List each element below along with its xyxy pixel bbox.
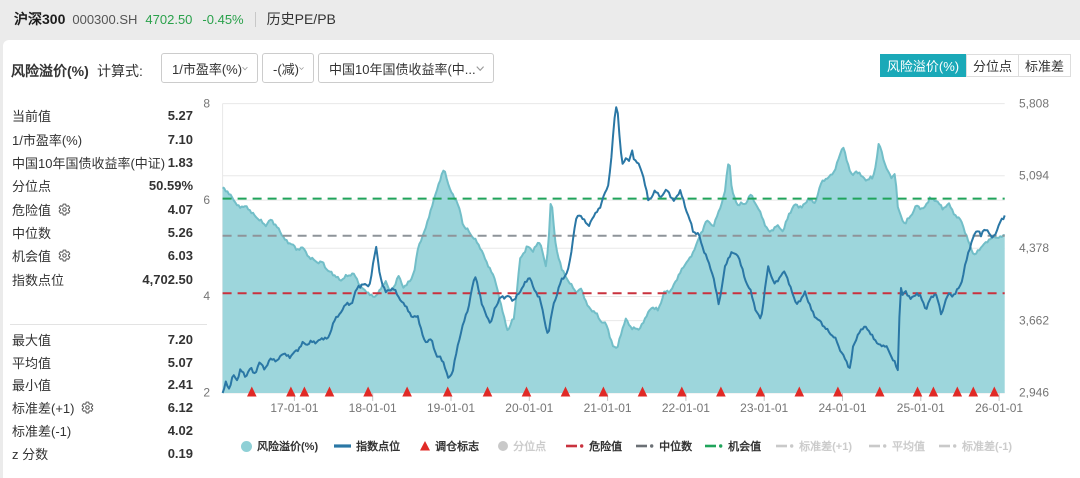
svg-text:18-01-01: 18-01-01 (349, 401, 397, 415)
svg-text:3,662: 3,662 (1019, 313, 1049, 327)
svg-text:21-01-01: 21-01-01 (584, 401, 632, 415)
svg-text:4: 4 (203, 289, 210, 303)
svg-text:4,378: 4,378 (1019, 241, 1049, 255)
svg-text:5,094: 5,094 (1019, 168, 1049, 182)
svg-text:22-01-01: 22-01-01 (662, 401, 710, 415)
svg-text:17-01-01: 17-01-01 (270, 401, 318, 415)
svg-text:23-01-01: 23-01-01 (740, 401, 788, 415)
svg-text:2,946: 2,946 (1019, 386, 1049, 400)
svg-text:6: 6 (203, 193, 210, 207)
svg-text:20-01-01: 20-01-01 (505, 401, 553, 415)
svg-text:26-01-01: 26-01-01 (975, 401, 1023, 415)
svg-text:24-01-01: 24-01-01 (818, 401, 866, 415)
svg-text:2: 2 (203, 386, 210, 400)
svg-text:19-01-01: 19-01-01 (427, 401, 475, 415)
svg-text:8: 8 (203, 96, 210, 110)
svg-text:5,808: 5,808 (1019, 96, 1049, 110)
svg-text:25-01-01: 25-01-01 (897, 401, 945, 415)
